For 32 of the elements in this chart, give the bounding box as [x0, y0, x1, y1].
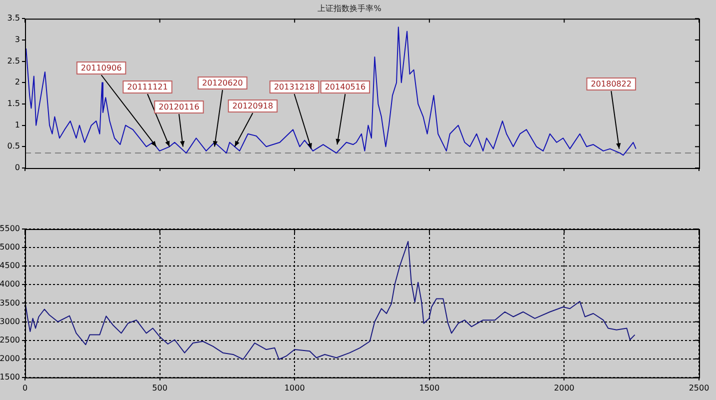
y-tick-label: 1500: [0, 372, 20, 382]
annotation: 20180822: [590, 80, 632, 89]
y-tick-label: 2: [14, 78, 20, 87]
annotation: 20120620: [202, 78, 243, 88]
annotation: 20131218: [274, 82, 315, 92]
annotation: 20111121: [127, 82, 168, 92]
y-tick-label: 0: [14, 163, 20, 172]
y-tick-label: 5500: [0, 224, 20, 234]
y-tick-label: 3000: [0, 316, 20, 326]
y-tick-label: 2000: [0, 354, 20, 363]
y-tick-label: 3500: [0, 298, 20, 308]
annotation: 20140516: [324, 82, 366, 92]
y-tick-label: 4000: [0, 280, 20, 289]
annotation: 20110906: [80, 64, 122, 73]
y-tick-label: 1: [14, 120, 20, 130]
y-tick-label: 5000: [0, 242, 20, 252]
y-tick-label: 0.5: [7, 142, 20, 151]
y-tick-label: 2.5: [7, 56, 20, 66]
y-tick-label: 4500: [0, 261, 20, 270]
x-tick-label: 1000: [284, 383, 305, 392]
x-tick-label: 2500: [688, 383, 710, 392]
y-tick-label: 2500: [0, 335, 20, 344]
annotation: 20120918: [232, 102, 274, 111]
x-tick-label: 1500: [419, 383, 440, 392]
x-tick-label: 2000: [554, 383, 574, 392]
chart-title: 上证指数换手率%: [318, 4, 382, 13]
annotation: 20120116: [158, 102, 200, 112]
y-tick-label: 1.5: [7, 99, 20, 108]
y-tick-label: 3.5: [7, 14, 20, 23]
y-tick-label: 3: [14, 35, 20, 44]
x-tick-label: 0: [22, 383, 28, 392]
x-tick-label: 500: [152, 383, 168, 392]
